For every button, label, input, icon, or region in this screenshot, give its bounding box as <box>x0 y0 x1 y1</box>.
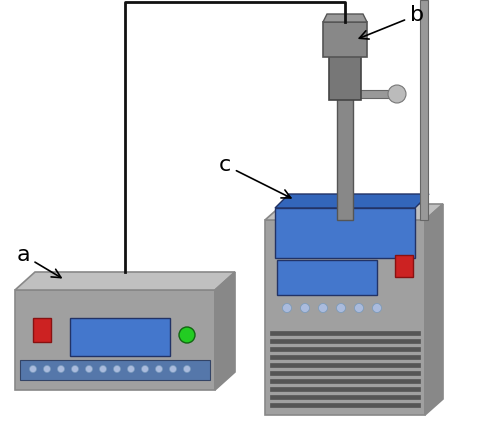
Polygon shape <box>265 204 443 220</box>
Bar <box>270 387 420 391</box>
Bar <box>270 339 420 343</box>
Bar <box>277 260 377 295</box>
Bar <box>270 347 420 351</box>
Ellipse shape <box>114 366 121 372</box>
Ellipse shape <box>373 303 381 313</box>
Ellipse shape <box>179 327 195 343</box>
Text: a: a <box>16 245 61 277</box>
Polygon shape <box>275 194 429 208</box>
Ellipse shape <box>155 366 163 372</box>
Polygon shape <box>215 272 235 390</box>
Bar <box>337 90 353 220</box>
Ellipse shape <box>86 366 92 372</box>
Ellipse shape <box>354 303 363 313</box>
Polygon shape <box>425 204 443 415</box>
Bar <box>70 318 170 356</box>
Bar <box>15 290 215 390</box>
Bar <box>323 22 367 57</box>
Ellipse shape <box>44 366 50 372</box>
Ellipse shape <box>318 303 328 313</box>
Polygon shape <box>323 14 367 22</box>
Ellipse shape <box>72 366 78 372</box>
Polygon shape <box>15 272 235 290</box>
Bar <box>33 318 51 342</box>
Bar <box>353 90 393 98</box>
Text: b: b <box>359 5 424 39</box>
Ellipse shape <box>301 303 309 313</box>
Text: c: c <box>219 155 291 198</box>
Bar <box>270 379 420 383</box>
Ellipse shape <box>283 303 291 313</box>
Bar <box>420 0 428 220</box>
Bar <box>265 220 425 415</box>
Bar <box>395 255 413 277</box>
Ellipse shape <box>100 366 106 372</box>
Bar <box>20 360 210 380</box>
Ellipse shape <box>30 366 36 372</box>
Ellipse shape <box>141 366 149 372</box>
Ellipse shape <box>169 366 177 372</box>
Bar <box>270 403 420 407</box>
Ellipse shape <box>388 85 406 103</box>
Bar <box>270 363 420 367</box>
Bar <box>270 371 420 375</box>
Bar <box>329 55 361 100</box>
Ellipse shape <box>183 366 191 372</box>
Bar <box>270 395 420 399</box>
Bar <box>275 208 415 258</box>
Bar <box>270 355 420 359</box>
Ellipse shape <box>336 303 346 313</box>
Bar <box>270 331 420 335</box>
Ellipse shape <box>127 366 135 372</box>
Ellipse shape <box>58 366 64 372</box>
